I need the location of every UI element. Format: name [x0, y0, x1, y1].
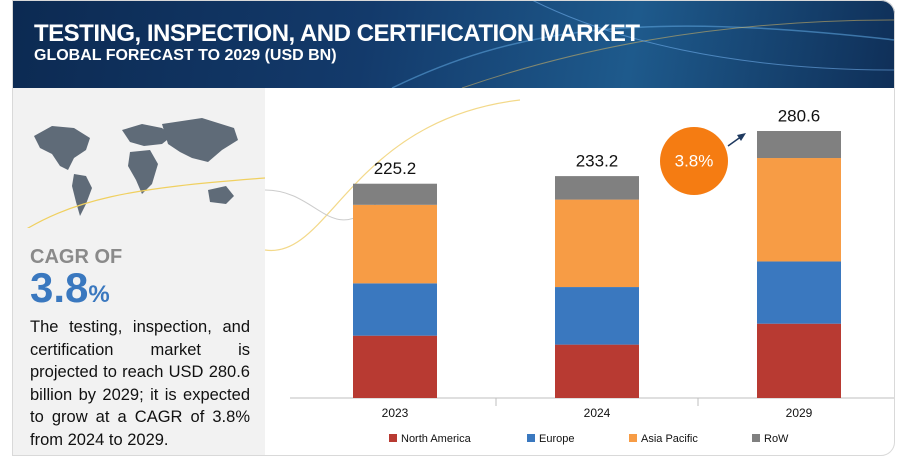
bar-segment: [555, 176, 639, 200]
bar-segment: [555, 287, 639, 345]
legend-label: Asia Pacific: [641, 433, 698, 445]
bar-segment: [555, 344, 639, 398]
legend-label: North America: [401, 433, 472, 445]
cagr-label: CAGR OF: [30, 246, 123, 268]
cagr-unit: %: [88, 281, 110, 308]
legend-swatch: [389, 434, 397, 442]
cagr-badge: [660, 127, 728, 195]
left-panel: CAGR OF 3.8% The testing, inspection, an…: [12, 88, 265, 456]
bar-segment: [353, 204, 437, 284]
bar-segment: [353, 183, 437, 205]
bar-segment: [555, 199, 639, 288]
x-tick-label: 2024: [584, 406, 611, 420]
subtitle: GLOBAL FORECAST TO 2029 (USD BN): [34, 47, 337, 64]
legend-swatch: [752, 434, 760, 442]
total-label: 280.6: [778, 106, 821, 125]
badge-arrowhead: [737, 133, 746, 141]
legend-label: Europe: [539, 433, 574, 445]
total-label: 225.2: [374, 159, 417, 178]
description: The testing, inspection, and certificati…: [30, 318, 250, 449]
header: TESTING, INSPECTION, AND CERTIFICATION M…: [12, 0, 895, 88]
x-tick-label: 2029: [786, 406, 813, 420]
bar-segment: [757, 131, 841, 159]
bar-segment: [757, 158, 841, 262]
x-tick-label: 2023: [382, 406, 409, 420]
header-decor: [391, 0, 895, 88]
cagr-value: 3.8%: [30, 264, 110, 312]
world-map: [27, 118, 265, 228]
bar-segment: [757, 261, 841, 324]
legend-swatch: [527, 434, 535, 442]
bar-segment: [757, 323, 841, 398]
title: TESTING, INSPECTION, AND CERTIFICATION M…: [34, 20, 640, 47]
bar-segment: [353, 283, 437, 336]
total-label: 233.2: [576, 152, 619, 171]
bar-segment: [353, 335, 437, 398]
cagr-number: 3.8: [30, 264, 89, 311]
legend-label: RoW: [764, 433, 789, 445]
cagr-badge-label: 3.8%: [675, 151, 714, 170]
legend-swatch: [629, 434, 637, 442]
